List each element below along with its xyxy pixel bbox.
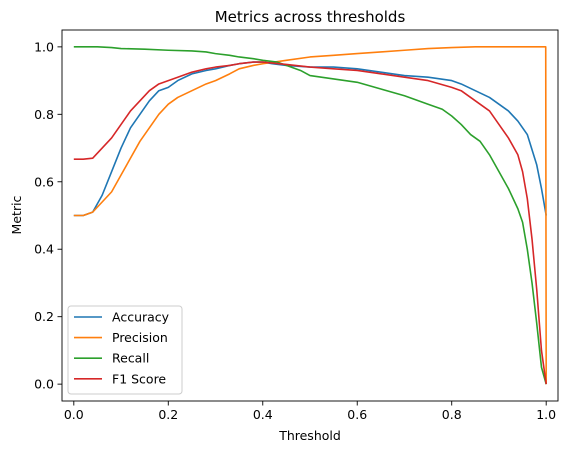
legend-label-precision: Precision [112,330,168,345]
chart-title: Metrics across thresholds [215,8,406,26]
x-tick-label: 0.8 [442,407,462,422]
series-line-precision [73,46,547,385]
x-tick-label: 0.2 [158,407,178,422]
x-tick-label: 0.6 [347,407,367,422]
legend-label-f1-score: F1 Score [112,371,166,386]
y-tick-label: 0.0 [34,377,54,392]
y-tick-label: 0.6 [34,174,54,189]
plot-area [73,46,547,385]
y-tick-label: 0.4 [34,242,54,257]
y-tick-label: 0.2 [34,309,54,324]
y-tick-label: 1.0 [34,39,54,54]
legend-label-accuracy: Accuracy [112,310,170,325]
x-axis-label: Threshold [278,428,341,443]
legend-label-recall: Recall [112,351,149,366]
legend-box [67,305,183,395]
legend: Accuracy Precision Recall F1 Score [67,305,183,395]
x-tick-label: 1.0 [536,407,556,422]
x-tick-label: 0.0 [64,407,84,422]
axes: 0.0 0.2 0.4 0.6 0.8 1.0 0.0 0.2 0.4 0.6 0.8 1.0 [34,29,559,422]
y-tick-label: 0.8 [34,107,54,122]
series-line-f1-score [73,61,547,385]
series-line-recall [73,46,547,385]
x-tick-label: 0.4 [253,407,273,422]
axes-frame [61,29,559,402]
y-axis-label: Metric [9,195,24,234]
